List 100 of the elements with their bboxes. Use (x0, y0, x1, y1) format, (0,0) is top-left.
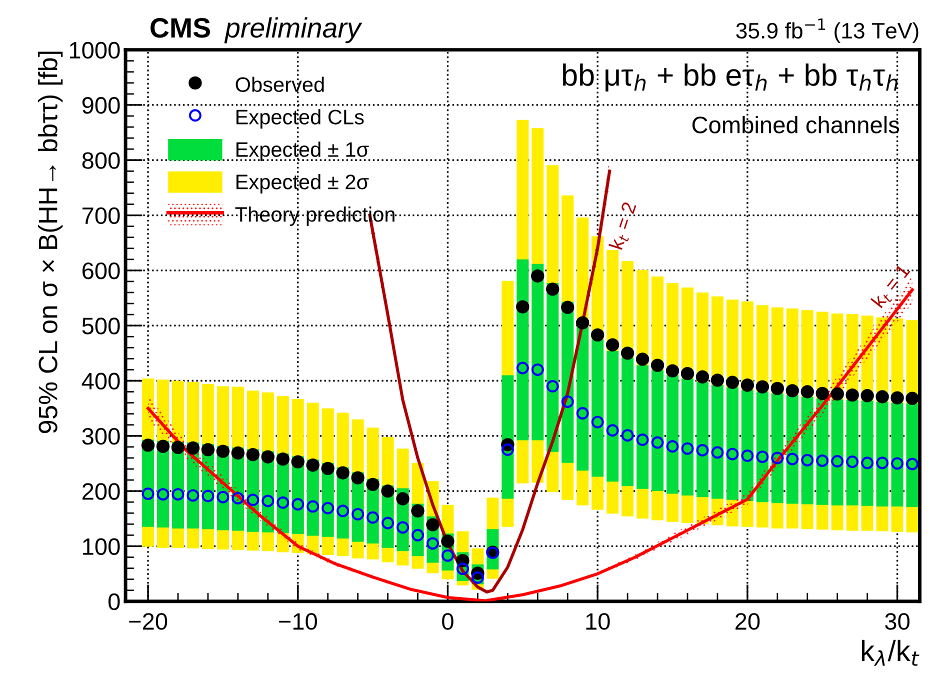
point (172, 488, 184, 501)
point (846, 388, 859, 402)
legend-label: Theory prediction (235, 206, 394, 226)
point (382, 516, 394, 530)
point (261, 450, 275, 464)
point (711, 446, 724, 459)
chart-title: CMS (150, 18, 210, 38)
y-tick-label: 1000 (70, 42, 120, 59)
point (726, 448, 739, 460)
y-tick-label: 100 (83, 538, 120, 555)
bar (891, 402, 904, 506)
point (756, 450, 769, 464)
point (726, 376, 740, 389)
point (201, 443, 215, 456)
point (816, 386, 829, 400)
point (621, 429, 634, 442)
point (246, 448, 260, 462)
point (306, 500, 320, 513)
x-tick-label: −10 (279, 613, 317, 630)
point (291, 455, 304, 468)
point (411, 504, 424, 518)
y-axis-title: 95% CL on σ × B(HH→ bbττ) [fb] (38, 52, 63, 434)
point (770, 382, 784, 396)
point (276, 452, 290, 466)
point (412, 528, 424, 542)
point (456, 562, 469, 576)
legend-label: Expected ± 2σ (236, 174, 369, 194)
point (366, 478, 380, 492)
point (501, 443, 514, 456)
point (801, 454, 814, 466)
annotation: Combined channels (692, 116, 900, 134)
bar (636, 365, 649, 489)
bar (592, 339, 604, 477)
point (322, 502, 334, 514)
point (906, 392, 919, 405)
point (891, 457, 904, 470)
point (710, 374, 724, 387)
point (336, 466, 350, 480)
point (606, 338, 620, 352)
x-axis-title: k$_{λ}$/k$_{t}$ (862, 640, 920, 666)
point (531, 269, 544, 283)
bar (861, 400, 874, 506)
point (846, 456, 859, 468)
point (590, 328, 604, 342)
y-tick-label: 600 (82, 262, 120, 280)
y-tick-label: 0 (108, 593, 120, 610)
x-tick-label: 10 (586, 613, 610, 630)
point (262, 494, 274, 508)
annotation: k$_{t}$ = 2 (608, 201, 640, 251)
point (831, 455, 844, 468)
point (531, 363, 544, 376)
point (216, 490, 230, 504)
x-tick-label: 0 (442, 613, 454, 630)
bar (726, 387, 738, 500)
point (680, 366, 694, 380)
point (231, 446, 245, 460)
point (906, 458, 919, 470)
point (861, 456, 874, 470)
point (216, 444, 230, 458)
point (816, 454, 829, 467)
point (666, 364, 680, 378)
y-tick-label: 700 (82, 207, 120, 224)
bar (682, 378, 694, 496)
bar (622, 358, 634, 486)
point (396, 492, 410, 506)
point (650, 358, 664, 372)
y-tick-label: 300 (82, 428, 120, 445)
point (292, 498, 304, 511)
y-tick-label: 400 (82, 372, 120, 390)
point (156, 488, 170, 501)
point (546, 380, 559, 393)
point (232, 492, 244, 504)
point (741, 449, 754, 462)
point (876, 390, 889, 404)
point (620, 346, 634, 360)
point (696, 370, 710, 384)
point (696, 444, 709, 456)
y-tick-label: 500 (82, 318, 120, 334)
bar (666, 375, 679, 494)
point (681, 442, 694, 455)
point (246, 494, 260, 506)
point (336, 504, 350, 518)
point (786, 452, 799, 466)
point (381, 484, 394, 498)
x-tick-label: 30 (885, 613, 910, 630)
point (606, 424, 619, 437)
point (890, 391, 904, 404)
point (426, 518, 440, 532)
annotation: bb μτ$_{h}$ + bb eτ$_{h}$ + bb τ$_{h}$τ$_{h}$ (563, 63, 898, 92)
point (666, 440, 679, 453)
bar (846, 400, 858, 506)
point (426, 537, 439, 550)
point (142, 488, 154, 500)
point (141, 438, 155, 452)
bar (606, 350, 619, 482)
annotation: k$_{t}$ = 1 (870, 262, 913, 310)
point (561, 300, 574, 314)
x-tick-label: 20 (735, 613, 760, 630)
point (186, 489, 200, 502)
point (156, 440, 170, 453)
